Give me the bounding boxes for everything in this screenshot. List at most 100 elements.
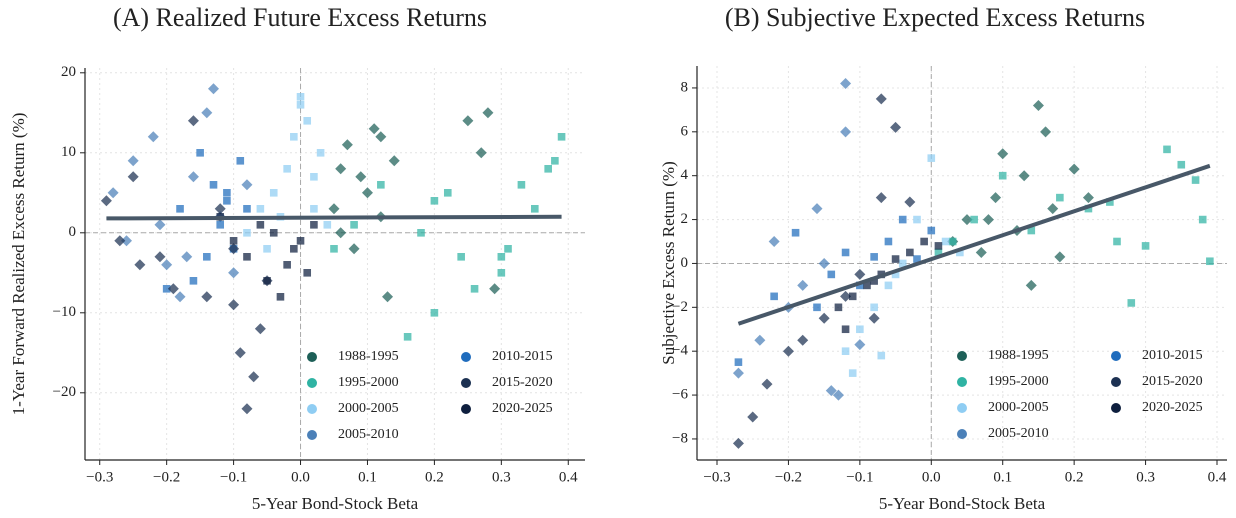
y-tick-label: −20 [53,384,76,400]
point [228,267,240,279]
point [1141,242,1150,250]
point [1206,257,1214,266]
point [176,205,184,213]
fit-line [106,214,562,221]
legend-marker [1111,377,1121,387]
point [875,192,887,204]
point [209,181,218,189]
point [263,245,271,253]
point [187,115,199,127]
legend-marker [957,351,967,361]
point [430,309,439,317]
y-tick-label: −2 [672,299,688,315]
point [328,203,340,215]
point [982,214,994,226]
point [1027,226,1036,235]
point [443,189,452,197]
point [891,270,900,279]
legend-label: 2005-2010 [988,426,1049,441]
point [818,312,830,324]
point [127,155,139,167]
point [1106,198,1114,206]
point [848,292,857,301]
point [1054,251,1066,263]
point [970,215,978,224]
point [818,257,830,269]
point [350,221,358,229]
legend-label: 2015-2020 [492,375,553,390]
point [934,248,943,257]
point [956,248,964,257]
point [147,131,159,143]
point [161,259,173,271]
x-axis-label: 5-Year Bond-Stock Beta [879,494,1046,513]
point [475,147,487,159]
point [747,411,759,423]
point [377,181,385,189]
x-tick-label: 0.3 [1136,469,1155,485]
point [797,279,809,291]
point [290,245,298,253]
point [243,253,251,261]
point [162,285,171,293]
point [868,312,880,324]
x-tick-label: −0.2 [775,469,802,485]
legend-marker [307,404,317,414]
point [870,277,878,285]
point [870,253,878,261]
point [368,123,380,135]
x-tick-label: 0.3 [492,469,511,485]
point [825,385,837,397]
point [283,261,291,269]
legend-marker [307,378,317,388]
point [254,323,266,335]
point [310,205,318,213]
point [120,235,132,247]
point [840,126,852,138]
point [243,229,251,237]
y-tick-label: 6 [681,123,689,139]
point [375,131,387,143]
point [1198,215,1207,224]
point [934,242,943,250]
point [208,83,220,95]
point [840,290,852,302]
point [276,293,285,301]
point [229,237,238,245]
point [884,237,893,246]
point [1082,192,1094,204]
point [770,292,778,301]
point [961,214,973,226]
y-tick-label: −4 [672,343,688,359]
point [127,171,139,183]
point [761,378,773,390]
legend-label: 2010-2015 [492,349,553,364]
y-axis-label: Subjective Excess Return (%) [659,161,678,364]
point [269,229,278,237]
point [154,219,166,231]
point [841,325,850,334]
point [100,195,112,207]
point [283,165,291,173]
y-tick-label: 10 [61,144,76,160]
point [998,171,1007,180]
point [256,205,265,213]
point [114,235,126,247]
point [201,107,213,119]
point [904,196,916,208]
point [335,227,347,239]
point [898,259,907,268]
point [557,133,566,141]
point [223,197,231,205]
point [551,157,559,165]
point [462,115,474,127]
point [228,299,240,311]
point [906,248,914,257]
y-tick-label: 0 [69,224,77,240]
legend-marker [1111,403,1121,413]
legend-marker [461,404,471,414]
point [913,255,921,263]
x-tick-label: 0.0 [922,469,941,485]
point [797,334,809,346]
